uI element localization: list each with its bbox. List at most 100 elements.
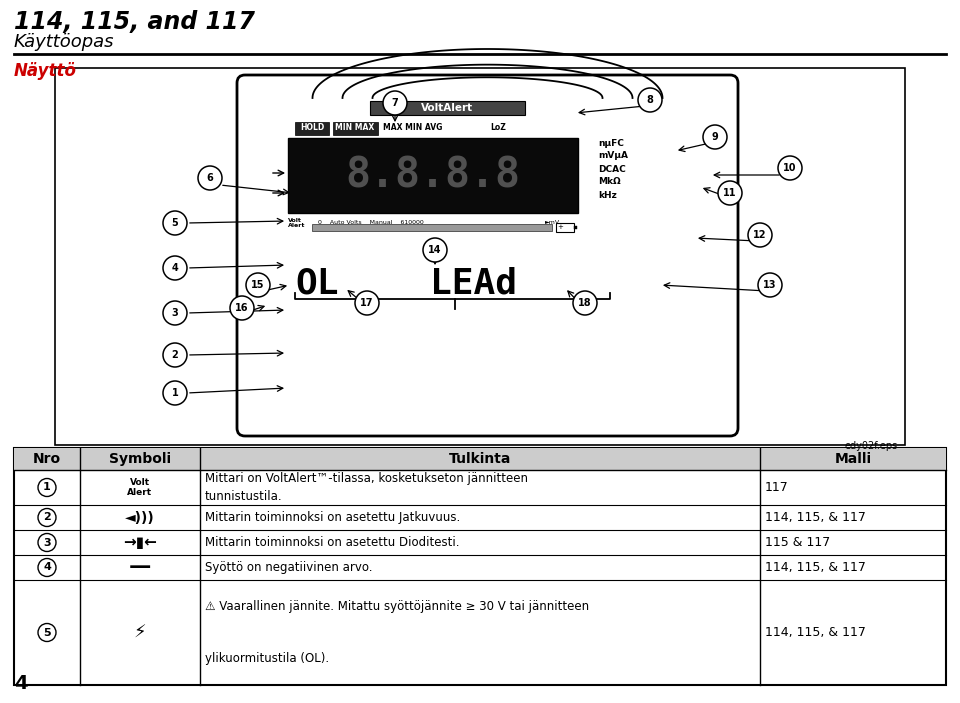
Bar xyxy=(574,226,577,229)
Text: Mittarin toiminnoksi on asetettu Jatkuvuus.: Mittarin toiminnoksi on asetettu Jatkuvu… xyxy=(205,511,460,524)
Text: MkΩ: MkΩ xyxy=(598,177,620,186)
Text: ylikuormitustila (OL).: ylikuormitustila (OL). xyxy=(205,652,329,665)
Text: 11: 11 xyxy=(723,188,736,198)
Text: 6: 6 xyxy=(206,173,213,183)
Text: Syöttö on negatiivinen arvo.: Syöttö on negatiivinen arvo. xyxy=(205,561,372,574)
Text: Mittarin toiminnoksi on asetettu Dioditesti.: Mittarin toiminnoksi on asetettu Diodite… xyxy=(205,536,460,549)
Bar xyxy=(14,448,946,685)
Text: MAX MIN AVG: MAX MIN AVG xyxy=(383,124,443,132)
Circle shape xyxy=(355,291,379,315)
Text: +: + xyxy=(557,224,563,230)
Text: →▮←: →▮← xyxy=(123,535,156,550)
Text: OL: OL xyxy=(295,266,339,300)
Text: 3: 3 xyxy=(172,308,179,318)
Text: 9: 9 xyxy=(711,132,718,142)
Text: —: — xyxy=(129,557,151,577)
Circle shape xyxy=(38,479,56,496)
Circle shape xyxy=(573,291,597,315)
Circle shape xyxy=(423,238,447,262)
Text: Volt
Alert: Volt Alert xyxy=(288,218,305,228)
Text: 4: 4 xyxy=(43,562,51,572)
Text: nμFC: nμFC xyxy=(598,138,624,148)
Text: LEAd: LEAd xyxy=(430,266,517,300)
Circle shape xyxy=(758,273,782,297)
Text: VoltAlert: VoltAlert xyxy=(421,103,473,113)
Bar xyxy=(370,101,525,115)
Text: Käyttöopas: Käyttöopas xyxy=(14,33,114,51)
Text: ►mV: ►mV xyxy=(545,221,560,226)
Circle shape xyxy=(163,381,187,405)
Text: 117: 117 xyxy=(765,481,789,494)
Text: ◄))): ◄))) xyxy=(125,510,155,524)
Text: 8: 8 xyxy=(647,95,654,105)
Text: 7: 7 xyxy=(392,98,398,108)
Circle shape xyxy=(38,624,56,642)
Circle shape xyxy=(383,91,407,115)
Circle shape xyxy=(246,273,270,297)
Text: 12: 12 xyxy=(754,230,767,240)
Bar xyxy=(312,224,552,231)
Text: tunnistustila.: tunnistustila. xyxy=(205,490,282,503)
Text: 2: 2 xyxy=(43,512,51,522)
Circle shape xyxy=(163,301,187,325)
Text: ⚠ Vaarallinen jännite. Mitattu syöttöjännite ≥ 30 V tai jännitteen: ⚠ Vaarallinen jännite. Mitattu syöttöjän… xyxy=(205,600,589,613)
Circle shape xyxy=(778,156,802,180)
Text: Alert: Alert xyxy=(128,488,153,497)
Circle shape xyxy=(163,256,187,280)
Text: LoZ: LoZ xyxy=(490,124,506,132)
Circle shape xyxy=(198,166,222,190)
Text: Näyttö: Näyttö xyxy=(14,62,77,80)
Text: 14: 14 xyxy=(428,245,442,255)
Text: edy02f.eps: edy02f.eps xyxy=(845,441,898,451)
Text: ⚡: ⚡ xyxy=(133,624,146,642)
Text: 4: 4 xyxy=(14,674,28,693)
Text: Symboli: Symboli xyxy=(108,452,171,466)
FancyBboxPatch shape xyxy=(237,75,738,436)
Text: 114, 115, & 117: 114, 115, & 117 xyxy=(765,626,866,639)
Circle shape xyxy=(163,343,187,367)
Text: 8.8.8.8: 8.8.8.8 xyxy=(346,155,520,197)
Text: DCAC: DCAC xyxy=(598,165,626,174)
Circle shape xyxy=(38,534,56,551)
Text: 2: 2 xyxy=(172,350,179,360)
Circle shape xyxy=(703,125,727,149)
Text: 17: 17 xyxy=(360,298,373,308)
Circle shape xyxy=(230,296,254,320)
Text: kHz: kHz xyxy=(598,191,616,200)
Text: 114, 115, and 117: 114, 115, and 117 xyxy=(14,10,255,34)
Text: 4: 4 xyxy=(172,263,179,273)
Circle shape xyxy=(38,508,56,527)
Text: 15: 15 xyxy=(252,280,265,290)
Text: Mittari on VoltAlert™-tilassa, kosketukseton jännitteen: Mittari on VoltAlert™-tilassa, kosketuks… xyxy=(205,472,528,485)
Bar xyxy=(55,68,905,445)
Bar xyxy=(14,448,946,470)
Text: 115 & 117: 115 & 117 xyxy=(765,536,830,549)
Text: 3: 3 xyxy=(43,538,51,548)
Text: Malli: Malli xyxy=(834,452,872,466)
Text: 5: 5 xyxy=(43,628,51,638)
Bar xyxy=(295,122,329,135)
Text: 1: 1 xyxy=(172,388,179,398)
Bar xyxy=(333,122,378,135)
Bar xyxy=(556,223,574,232)
Text: 13: 13 xyxy=(763,280,777,290)
Text: HOLD: HOLD xyxy=(300,124,324,132)
Text: 114, 115, & 117: 114, 115, & 117 xyxy=(765,511,866,524)
Circle shape xyxy=(748,223,772,247)
Text: MIN MAX: MIN MAX xyxy=(335,124,374,132)
Text: 1: 1 xyxy=(43,482,51,493)
Text: mVμA: mVμA xyxy=(598,152,628,160)
Circle shape xyxy=(38,558,56,576)
Text: Nro: Nro xyxy=(33,452,61,466)
Text: 10: 10 xyxy=(783,163,797,173)
Bar xyxy=(288,138,578,213)
Text: 18: 18 xyxy=(578,298,591,308)
Circle shape xyxy=(638,88,662,112)
Circle shape xyxy=(718,181,742,205)
Text: Tulkinta: Tulkinta xyxy=(449,452,511,466)
Text: 114, 115, & 117: 114, 115, & 117 xyxy=(765,561,866,574)
Text: 0    Auto Volts    Manual    610000: 0 Auto Volts Manual 610000 xyxy=(318,221,423,226)
Circle shape xyxy=(163,211,187,235)
Text: Volt: Volt xyxy=(130,478,150,487)
Text: 16: 16 xyxy=(235,303,249,313)
